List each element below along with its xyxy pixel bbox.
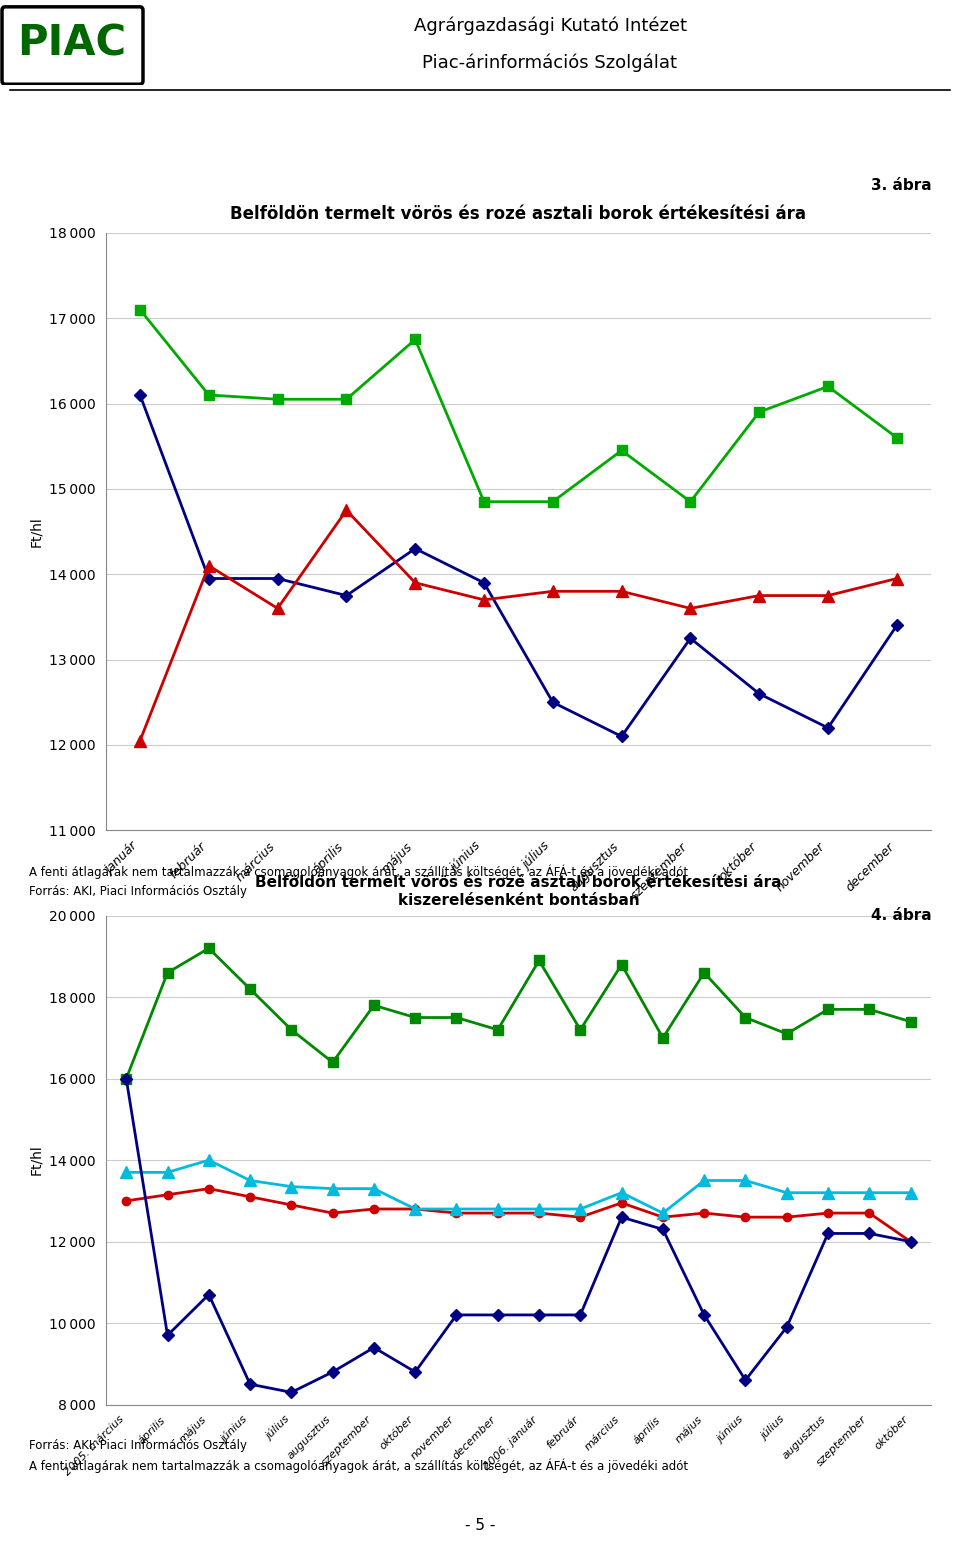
Text: Agrárgazdasági Kutató Intézet: Agrárgazdasági Kutató Intézet: [414, 17, 686, 36]
Y-axis label: Ft/hl: Ft/hl: [30, 1145, 43, 1175]
Text: A fenti átlagárak nem tartalmazzák a csomagolóanyagok árát, a szállítás költségé: A fenti átlagárak nem tartalmazzák a cso…: [29, 864, 688, 878]
Y-axis label: Ft/hl: Ft/hl: [30, 517, 43, 546]
Text: - 5 -: - 5 -: [465, 1518, 495, 1533]
Legend: 2004, 2005, 2006: 2004, 2005, 2006: [370, 993, 667, 1021]
Text: PIAC: PIAC: [17, 22, 127, 64]
Title: Belföldön termelt vörös és rozé asztali borok értékesítési ára
kiszerelésenként : Belföldön termelt vörös és rozé asztali …: [255, 875, 781, 908]
FancyBboxPatch shape: [2, 6, 143, 84]
Text: 3. ábra: 3. ábra: [871, 178, 931, 194]
Text: Piac-árinformációs Szolgálat: Piac-árinformációs Szolgálat: [422, 53, 678, 71]
Text: Forrás: AKI, Piaci Információs Osztály: Forrás: AKI, Piaci Információs Osztály: [29, 885, 247, 897]
Text: Forrás: AKI, Piaci Információs Osztály: Forrás: AKI, Piaci Információs Osztály: [29, 1439, 247, 1451]
Text: A fenti átlagárak nem tartalmazzák a csomagolóanyagok árát, a szállítás költségé: A fenti átlagárak nem tartalmazzák a cso…: [29, 1459, 688, 1473]
Text: 4. ábra: 4. ábra: [871, 908, 931, 923]
Title: Belföldön termelt vörös és rozé asztali borok értékesítési ára: Belföldön termelt vörös és rozé asztali …: [230, 205, 806, 223]
